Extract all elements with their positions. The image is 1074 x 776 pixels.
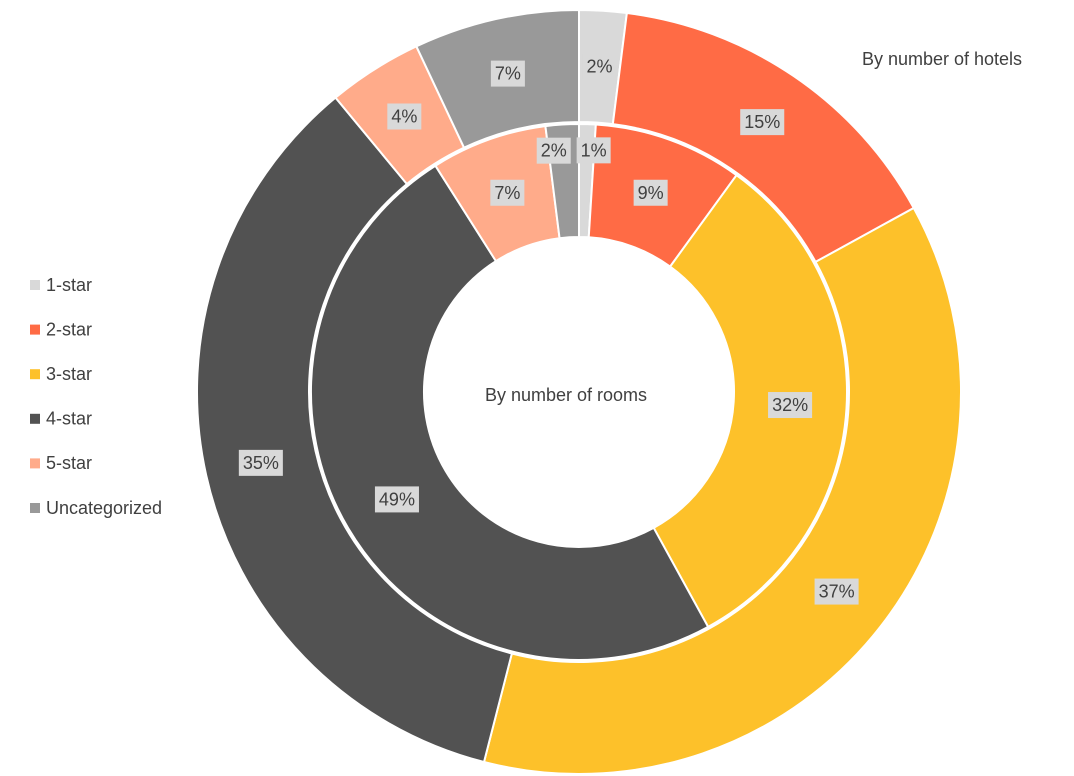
inner-series-name: By number of rooms	[485, 385, 647, 405]
data-label: 9%	[638, 183, 664, 203]
data-label-box	[536, 137, 571, 164]
data-label: 37%	[819, 582, 855, 602]
donut-slice	[482, 206, 962, 775]
data-label-box	[374, 486, 419, 513]
data-label-box	[490, 60, 525, 87]
data-label: 2%	[541, 141, 567, 161]
legend-label: 3-star	[46, 364, 92, 384]
donut-slice	[652, 173, 848, 629]
legend-label: 5-star	[46, 453, 92, 473]
legend-swatch	[30, 369, 40, 380]
outer-series-name: By number of hotels	[862, 49, 1022, 69]
data-label: 1%	[581, 140, 607, 160]
data-label-box	[490, 179, 525, 206]
data-label-box	[740, 109, 785, 136]
donut-slice	[196, 96, 514, 764]
legend-swatch	[30, 458, 40, 469]
legend-swatch	[30, 503, 40, 513]
legend-label: Uncategorized	[46, 498, 162, 518]
data-label: 32%	[772, 395, 808, 415]
data-label-box	[633, 179, 668, 206]
data-label: 35%	[243, 453, 279, 473]
data-label: 7%	[494, 183, 520, 203]
donut-slice	[310, 164, 710, 662]
data-label-box	[582, 53, 617, 80]
data-label: 15%	[744, 112, 780, 132]
data-label-box	[238, 449, 283, 476]
legend-swatch	[30, 324, 40, 335]
data-label: 49%	[379, 489, 415, 509]
legend-label: 4-star	[46, 409, 92, 429]
data-label: 4%	[391, 106, 417, 126]
data-label-box	[387, 103, 422, 130]
legend-label: 1-star	[46, 275, 92, 295]
data-label: 7%	[495, 64, 521, 84]
data-label-box	[768, 392, 813, 419]
data-label-box	[576, 137, 611, 164]
legend-swatch	[30, 280, 40, 290]
data-label-box	[814, 578, 859, 605]
legend-swatch	[30, 413, 40, 424]
legend-label: 2-star	[46, 319, 92, 339]
data-label: 2%	[586, 56, 612, 76]
